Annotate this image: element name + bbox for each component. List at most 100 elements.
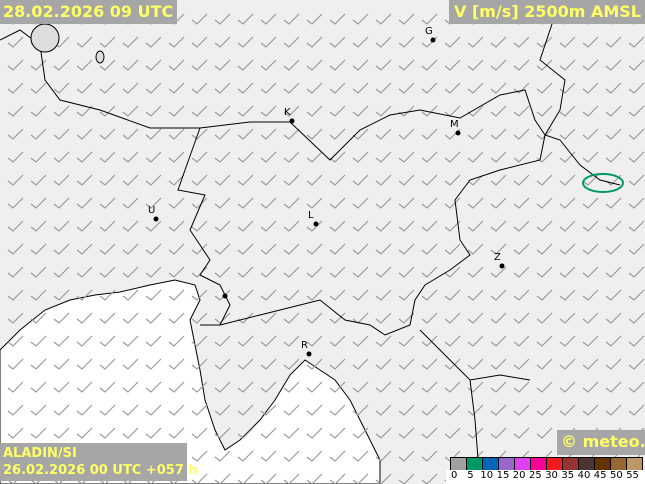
wind-barb [352, 197, 369, 209]
wind-barb [53, 174, 70, 186]
wind-barb [237, 174, 254, 186]
wind-barb [559, 36, 576, 48]
wind-barb [513, 427, 530, 439]
legend-tick: 25 [529, 470, 542, 481]
wind-barb [329, 243, 346, 255]
wind-barb [76, 128, 93, 140]
wind-barb [122, 82, 139, 94]
wind-barb [375, 36, 392, 48]
wind-barb [444, 358, 461, 370]
wind-barb [30, 105, 47, 117]
wind-barb [283, 312, 300, 324]
wind-barb [191, 13, 208, 25]
wind-barb [513, 335, 530, 347]
wind-barb [490, 381, 507, 393]
wind-barb [145, 36, 162, 48]
wind-barb [122, 220, 139, 232]
wind-barb [99, 381, 116, 393]
wind-barb [306, 450, 323, 462]
wind-barb [237, 13, 254, 25]
wind-barb [444, 266, 461, 278]
wind-barb [513, 358, 530, 370]
wind-barb [375, 151, 392, 163]
wind-barb [628, 335, 645, 347]
wind-barb [421, 289, 438, 301]
valid-time-label: 28.02.2026 09 UTC [0, 0, 178, 24]
wind-barb [536, 220, 553, 232]
wind-barb [30, 82, 47, 94]
wind-barb [214, 335, 231, 347]
wind-barb [421, 59, 438, 71]
wind-barb [352, 128, 369, 140]
wind-barb [513, 174, 530, 186]
wind-barb [283, 59, 300, 71]
wind-barb [214, 312, 231, 324]
wind-barb [122, 197, 139, 209]
wind-barb [99, 404, 116, 416]
wind-barb [582, 174, 599, 186]
wind-barb [352, 243, 369, 255]
wind-barb [444, 197, 461, 209]
city-label: M [450, 119, 459, 130]
wind-barb [329, 105, 346, 117]
wind-barb [421, 335, 438, 347]
wind-barb [145, 243, 162, 255]
wind-barb [582, 197, 599, 209]
slovenia-border [177, 127, 546, 336]
wind-barb [536, 197, 553, 209]
wind-barb [398, 220, 415, 232]
wind-barb [467, 404, 484, 416]
wind-barb [99, 335, 116, 347]
wind-barb [214, 450, 231, 462]
wind-barb [168, 381, 185, 393]
wind-barb [76, 151, 93, 163]
wind-barb [145, 151, 162, 163]
wind-barb [99, 105, 116, 117]
wind-barb [145, 312, 162, 324]
wind-barb [352, 427, 369, 439]
wind-barb [99, 289, 116, 301]
wind-barb [582, 404, 599, 416]
sea-area [0, 279, 381, 484]
wind-barb [329, 427, 346, 439]
wind-barb [398, 473, 415, 484]
wind-barb [7, 335, 24, 347]
wind-barb [283, 82, 300, 94]
wind-barb [237, 335, 254, 347]
wind-barb [76, 427, 93, 439]
wind-barb [99, 266, 116, 278]
wind-barb [467, 128, 484, 140]
wind-barb [306, 243, 323, 255]
wind-barb [421, 427, 438, 439]
wind-barb [260, 450, 277, 462]
wind-barb [536, 358, 553, 370]
wind-barb [375, 59, 392, 71]
legend-tick: 10 [480, 470, 494, 481]
wind-barb [191, 197, 208, 209]
wind-barb [53, 266, 70, 278]
wind-barb [628, 220, 645, 232]
wind-barb [7, 105, 24, 117]
wind-barb [168, 128, 185, 140]
wind-barb [76, 404, 93, 416]
wind-barb [329, 82, 346, 94]
wind-barb [352, 473, 369, 484]
wind-barb [352, 59, 369, 71]
wind-barb [559, 243, 576, 255]
wind-barb [191, 128, 208, 140]
wind-barb [421, 312, 438, 324]
wind-barb [7, 220, 24, 232]
wind-barb [30, 381, 47, 393]
wind-barb [605, 335, 622, 347]
wind-barb [53, 128, 70, 140]
wind-barb [329, 197, 346, 209]
copyright-label: © meteo.si [557, 430, 645, 455]
wind-barb [398, 335, 415, 347]
wind-barb [260, 243, 277, 255]
wind-barb [168, 197, 185, 209]
wind-barb [214, 358, 231, 370]
wind-barb [99, 82, 116, 94]
city-label: R [301, 340, 308, 351]
wind-barb [605, 36, 622, 48]
